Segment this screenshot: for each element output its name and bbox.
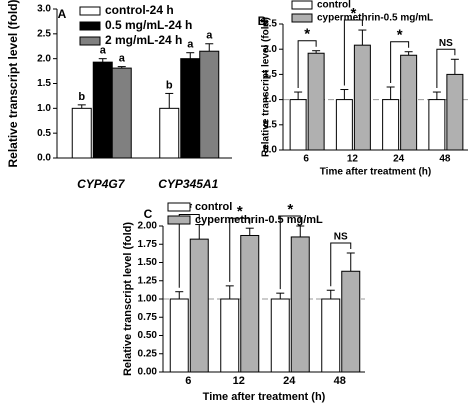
group-letter: b: [78, 91, 85, 103]
legend-label: cypermethrin-0.5 mg/mL: [317, 13, 433, 24]
sig-bracket: [178, 214, 200, 288]
y-tick-label: 0.75: [138, 312, 158, 323]
sig-label: *: [304, 26, 310, 43]
sig-bracket: [229, 217, 251, 282]
group-letter: a: [100, 45, 107, 57]
bar: [111, 67, 132, 159]
y-tick-label: 2.00: [138, 221, 158, 232]
bar: [240, 234, 260, 373]
bar: [446, 73, 464, 151]
x-tick-label: 48: [439, 154, 451, 165]
sig-bracket: [436, 48, 456, 89]
y-tick-label: 1.75: [138, 239, 158, 250]
bar: [400, 54, 418, 151]
legend-label: control: [195, 201, 232, 213]
y-tick-label: 0.0: [263, 145, 277, 156]
x-tick-label: 6: [185, 375, 191, 387]
group-letter: b: [166, 79, 173, 91]
legend-label: cypermethrin-0.5 mg/mL: [195, 214, 323, 226]
y-tick-label: 1.5: [37, 78, 51, 89]
panel-label: A: [58, 7, 67, 21]
bar: [180, 58, 201, 159]
sig-label: *: [237, 203, 243, 220]
y-axis-label: Relative transcript level (fold): [122, 222, 134, 376]
y-tick-label: 1.25: [138, 275, 158, 286]
y-tick-label: 3.0: [37, 4, 51, 15]
y-tick-label: 2.5: [37, 28, 51, 39]
legend-swatch: [79, 36, 101, 46]
bar: [290, 236, 310, 373]
y-axis-label: Relative transcript level (fold): [261, 17, 272, 157]
sig-label: *: [287, 201, 293, 218]
bar: [92, 61, 113, 159]
bar: [189, 238, 209, 373]
x-axis-label: Time after treatment (h): [203, 391, 326, 403]
y-tick-label: 1.00: [138, 294, 158, 305]
sig-bracket: [330, 242, 352, 287]
bar: [71, 107, 92, 159]
sig-label: NS: [439, 38, 453, 49]
y-tick-label: 0.5: [263, 119, 277, 130]
group-letter: a: [119, 53, 126, 65]
x-axis-label: Time after treatment (h): [320, 167, 432, 178]
x-tick-label: 24: [283, 375, 296, 387]
y-tick-label: 0.50: [138, 330, 158, 341]
group-letter: a: [187, 39, 194, 51]
x-tick-label: 12: [233, 375, 245, 387]
bar: [321, 298, 341, 373]
legend-swatch: [167, 215, 191, 225]
y-tick-label: 2.5: [263, 19, 277, 30]
y-tick-label: 0.00: [138, 367, 158, 378]
bar: [335, 99, 353, 151]
x-tick-label: 48: [334, 375, 346, 387]
y-tick-label: 1.50: [138, 257, 158, 268]
panel-label: B: [258, 14, 267, 28]
legend-label: control-24 h: [105, 3, 174, 17]
y-tick-label: 1.0: [37, 103, 51, 114]
legend-swatch: [291, 0, 313, 10]
sig-bracket: [279, 215, 301, 290]
y-tick-label: 0.5: [37, 128, 51, 139]
panel-label: C: [144, 207, 153, 221]
bar: [199, 50, 220, 159]
legend-swatch: [291, 13, 313, 23]
bar: [220, 298, 240, 373]
group-letter: a: [206, 30, 213, 42]
legend-swatch: [167, 202, 191, 212]
y-tick-label: 2.0: [263, 44, 277, 55]
legend-swatch: [79, 21, 101, 31]
y-tick-label: 1.5: [263, 69, 277, 80]
x-tick-label: 12: [347, 154, 359, 165]
y-tick-label: 0.0: [37, 153, 51, 164]
bar: [289, 99, 307, 151]
sig-bracket: [343, 19, 363, 86]
bar: [159, 107, 180, 159]
bar: [270, 298, 290, 373]
y-axis-label: Relative transcript level (fold): [6, 0, 20, 168]
x-tick-label: CYP345A1: [158, 177, 218, 191]
sig-bracket: [390, 41, 410, 83]
x-tick-label: 24: [393, 154, 405, 165]
legend-label: 0.5 mg/mL-24 h: [105, 18, 192, 32]
sig-bracket: [297, 40, 317, 89]
y-tick-label: 2.0: [37, 53, 51, 64]
x-tick-label: CYP4G7: [77, 177, 126, 191]
legend-label: control: [317, 0, 351, 11]
legend-swatch: [79, 6, 101, 16]
bar: [307, 52, 325, 151]
sig-label: *: [350, 5, 356, 22]
sig-label: NS: [334, 232, 348, 243]
x-tick-label: 6: [303, 154, 309, 165]
bar: [341, 270, 361, 373]
legend-label: 2 mg/mL-24 h: [105, 33, 182, 47]
bar: [382, 99, 400, 151]
y-tick-label: 1.0: [263, 94, 277, 105]
bar: [169, 298, 189, 373]
bar: [428, 99, 446, 151]
sig-label: *: [397, 27, 403, 44]
y-tick-label: 0.25: [138, 348, 158, 359]
bar: [353, 44, 371, 151]
